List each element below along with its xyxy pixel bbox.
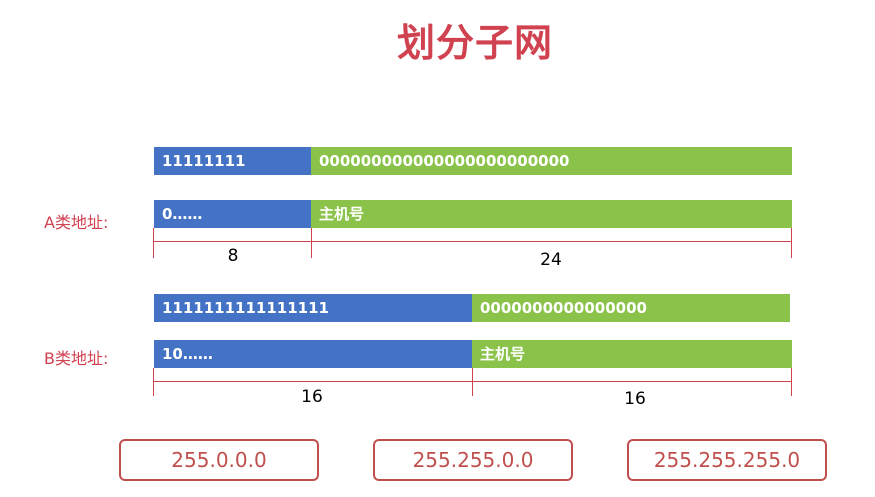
class-b-network-prefix: 10……	[162, 345, 213, 363]
class-b-host-label: 主机号	[480, 345, 526, 363]
class-a-host-label: 主机号	[319, 205, 365, 223]
class-a-network-prefix: 0……	[162, 205, 203, 223]
class-b-mask-host-bits: 0000000000000000	[480, 299, 647, 317]
class-a-host-bar: 主机号	[311, 200, 792, 228]
class-b-divider-left	[153, 368, 154, 396]
class-a-measure-line	[153, 241, 792, 242]
class-b-mask-network-bar: 1111111111111111	[154, 294, 472, 322]
class-b-divider-mid	[472, 368, 473, 396]
class-b-label: B类地址:	[44, 349, 109, 368]
class-a-divider-left	[153, 228, 154, 258]
class-a-mask-host-bar: 000000000000000000000000	[311, 147, 792, 175]
class-a-network-bar: 0……	[154, 200, 311, 228]
mask-class-b-box: 255.255.0.0	[373, 439, 573, 481]
mask-class-c-box: 255.255.255.0	[627, 439, 827, 481]
class-a-label: A类地址:	[44, 213, 109, 232]
class-a-network-bit-count: 8	[227, 246, 239, 266]
class-b-network-bar: 10……	[154, 340, 472, 368]
class-a-host-bit-count: 24	[540, 250, 562, 270]
class-b-mask-host-bar: 0000000000000000	[472, 294, 790, 322]
class-a-mask-host-bits: 000000000000000000000000	[319, 152, 570, 170]
class-a-mask-network-bits: 11111111	[162, 152, 246, 170]
class-b-network-bit-count: 16	[301, 387, 323, 407]
class-b-host-bar: 主机号	[472, 340, 792, 368]
class-b-divider-right	[791, 368, 792, 396]
mask-class-a-box: 255.0.0.0	[119, 439, 319, 481]
class-a-divider-right	[791, 228, 792, 258]
class-a-divider-mid	[311, 228, 312, 258]
class-a-mask-network-bar: 11111111	[154, 147, 311, 175]
class-b-mask-network-bits: 1111111111111111	[162, 299, 329, 317]
page-title: 划分子网	[396, 21, 553, 65]
class-b-host-bit-count: 16	[624, 389, 646, 409]
class-b-measure-line	[153, 381, 792, 382]
